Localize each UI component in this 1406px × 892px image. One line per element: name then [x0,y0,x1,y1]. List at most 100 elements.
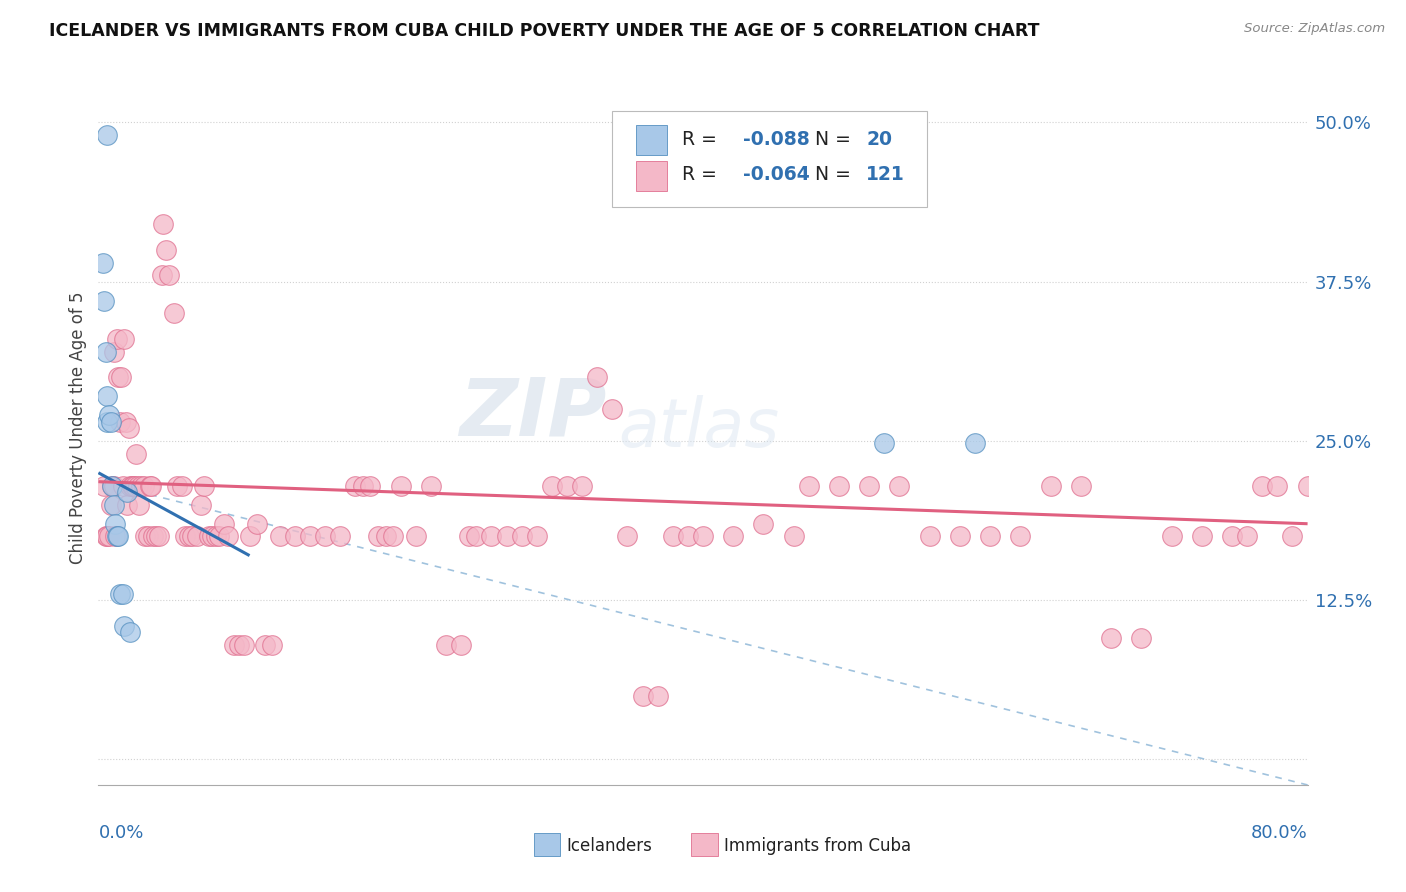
Point [661,529,683,543]
Point [94,529,117,543]
Point [127,478,149,492]
Point [284,529,307,543]
Point [155,243,177,257]
Point [224,638,246,652]
FancyBboxPatch shape [534,833,561,856]
Point [1010,529,1032,543]
Point [166,478,188,492]
Point [692,529,714,543]
Point [186,529,208,543]
Point [121,478,143,492]
Point [1267,478,1289,492]
Point [103,344,125,359]
Point [170,478,193,492]
Point [141,478,163,492]
Point [1039,478,1062,492]
Point [510,529,533,543]
Point [329,529,352,543]
Text: 20: 20 [866,129,893,149]
Point [93,478,115,492]
Point [111,587,134,601]
Point [190,498,212,512]
FancyBboxPatch shape [690,833,717,856]
Point [828,478,851,492]
Text: ZIP: ZIP [458,375,606,453]
Point [889,478,911,492]
Point [148,529,170,543]
Text: ICELANDER VS IMMIGRANTS FROM CUBA CHILD POVERTY UNDER THE AGE OF 5 CORRELATION C: ICELANDER VS IMMIGRANTS FROM CUBA CHILD … [49,22,1039,40]
Text: -0.088: -0.088 [742,129,810,149]
Point [101,478,124,492]
Point [797,478,820,492]
Point [104,516,127,531]
Point [104,529,127,543]
Point [100,498,122,512]
Point [145,529,167,543]
Point [858,478,880,492]
Point [205,529,228,543]
Point [783,529,806,543]
Point [150,268,173,283]
Point [108,587,131,601]
Point [96,415,118,429]
Point [118,421,141,435]
Point [212,516,235,531]
Point [139,478,162,492]
Text: 80.0%: 80.0% [1251,824,1308,842]
Point [586,370,609,384]
Point [1130,632,1153,646]
Point [120,625,142,640]
Point [1372,529,1395,543]
Point [949,529,972,543]
Point [193,478,215,492]
Point [108,415,131,429]
Point [1160,529,1182,543]
Point [979,529,1001,543]
Point [1357,529,1379,543]
Point [374,529,396,543]
Point [367,529,389,543]
Point [217,529,239,543]
Point [94,344,117,359]
Point [405,529,427,543]
Point [571,478,593,492]
Point [114,415,136,429]
Point [100,415,122,429]
Point [107,529,129,543]
Point [91,255,114,269]
Point [181,529,204,543]
Point [98,529,121,543]
Point [98,409,121,423]
Point [103,478,125,492]
Point [262,638,284,652]
Point [197,529,219,543]
Point [434,638,457,652]
Point [208,529,231,543]
Point [465,529,488,543]
FancyBboxPatch shape [637,125,666,155]
Point [132,478,155,492]
Point [1236,529,1258,543]
Point [540,478,562,492]
Point [96,529,118,543]
Point [134,529,156,543]
Text: N =: N = [815,165,858,185]
Text: N =: N = [815,129,858,149]
Text: 121: 121 [866,165,905,185]
Point [676,529,699,543]
Point [239,529,262,543]
Point [555,478,578,492]
Point [201,529,224,543]
Point [1281,529,1303,543]
Point [1099,632,1122,646]
Text: R =: R = [682,129,723,149]
FancyBboxPatch shape [613,111,927,207]
Point [647,689,669,703]
Text: R =: R = [682,165,723,185]
Point [107,370,129,384]
Text: Source: ZipAtlas.com: Source: ZipAtlas.com [1244,22,1385,36]
Point [125,447,148,461]
Point [1312,478,1334,492]
Point [115,484,138,499]
Point [105,332,128,346]
